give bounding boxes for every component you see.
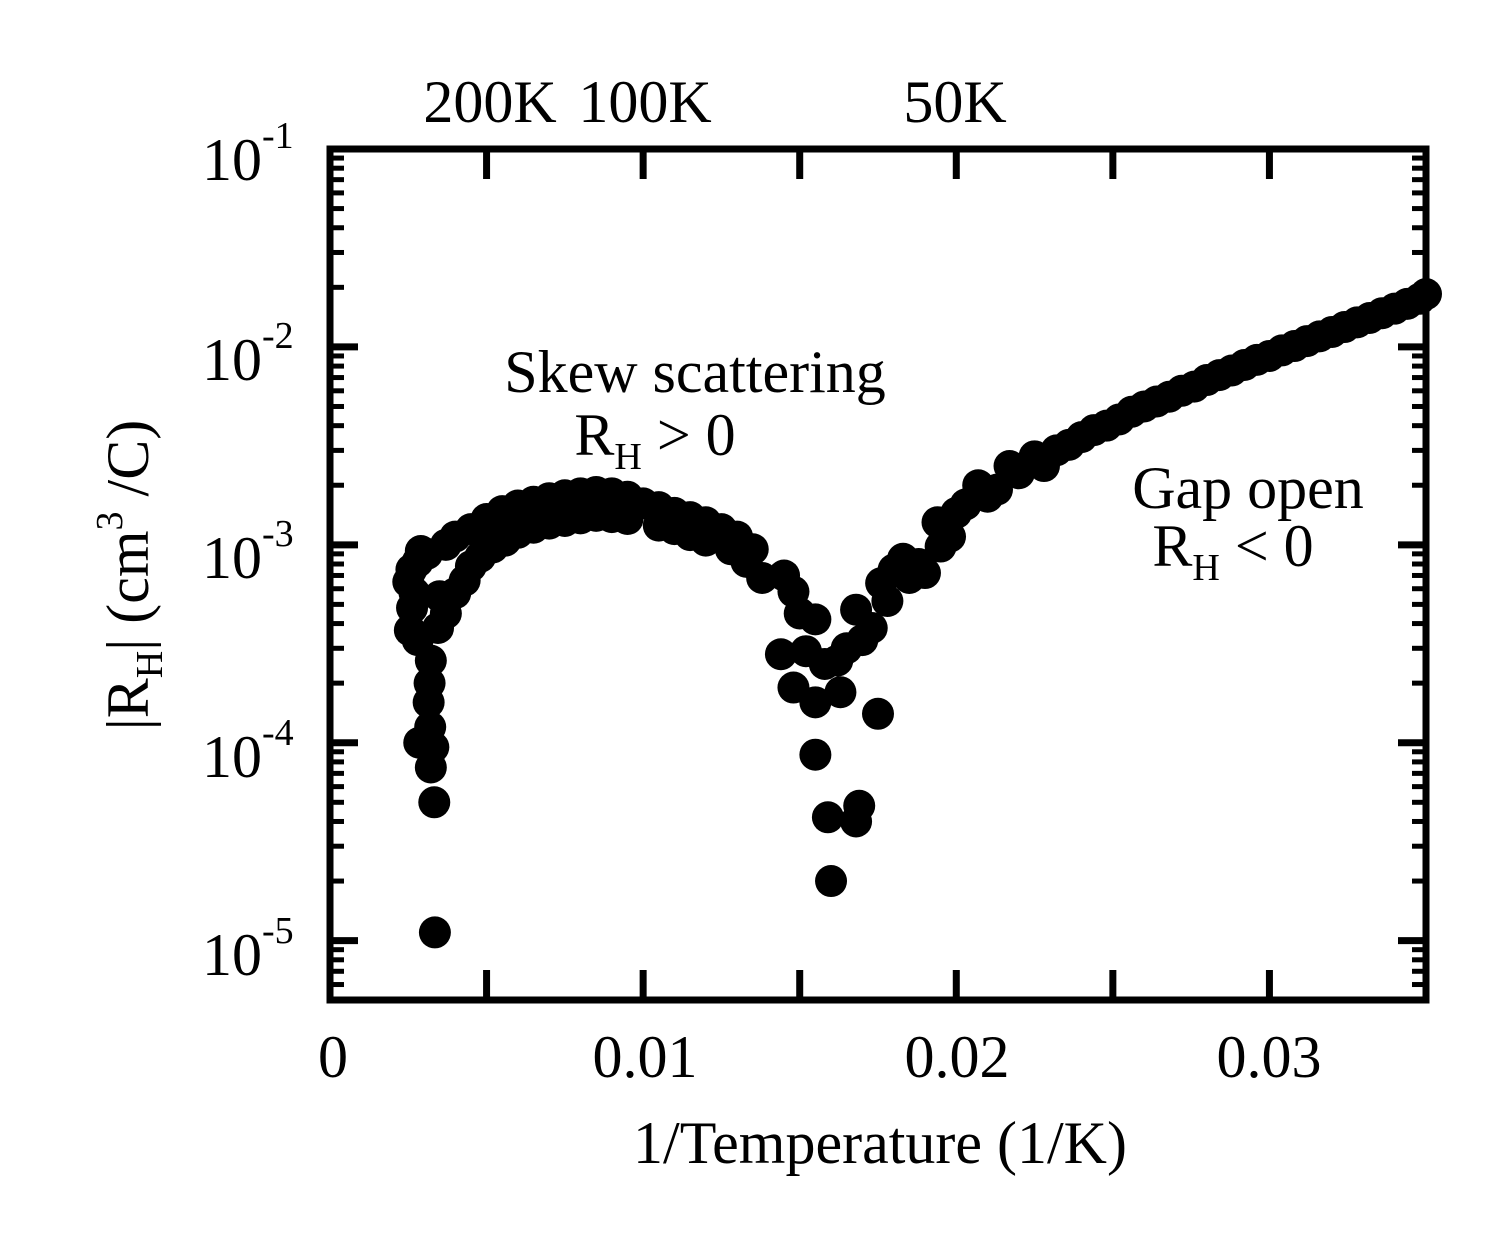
data-point	[843, 789, 876, 822]
annotation-skew-sign: RH > 0	[574, 402, 735, 478]
svg-text:10: 10	[202, 525, 262, 591]
x-tick-label-0: 0	[318, 1024, 348, 1090]
svg-text:-5: -5	[262, 910, 294, 952]
data-point	[811, 801, 844, 834]
svg-text:-1: -1	[262, 115, 294, 157]
annotation-gap-title: Gap open	[1132, 455, 1364, 521]
data-point	[414, 711, 447, 744]
x-tick-label-0.01: 0.01	[593, 1024, 698, 1090]
y-tick-label-1e-4: 10 -4	[202, 712, 294, 790]
data-point	[418, 916, 451, 949]
data-point	[395, 553, 428, 586]
data-point	[799, 686, 832, 719]
svg-text:-4: -4	[262, 712, 294, 754]
y-tick-label-1e-1: 10 -1	[202, 115, 294, 193]
annotation-gap-sign: RH < 0	[1152, 513, 1313, 589]
data-point	[413, 667, 446, 700]
data-point	[815, 865, 848, 898]
data-point	[689, 524, 722, 557]
annotation-skew-title: Skew scattering	[504, 339, 886, 405]
svg-text:10: 10	[202, 127, 262, 193]
data-point	[855, 611, 888, 644]
y-tick-label-1e-2: 10 -2	[202, 315, 294, 393]
svg-text:-2: -2	[262, 315, 294, 357]
data-point	[862, 697, 894, 730]
y-tick-label-1e-3: 10 -3	[202, 513, 294, 591]
x-axis-title: 1/Temperature (1/K)	[633, 1110, 1127, 1176]
svg-text:-3: -3	[262, 513, 294, 555]
data-points	[392, 278, 1442, 949]
y-axis-title: |RH| (cm3 /C)	[89, 420, 171, 730]
top-tick-label-100k: 100K	[578, 69, 711, 135]
top-tick-label-200k: 200K	[423, 69, 556, 135]
data-point	[799, 603, 832, 636]
x-tick-label-0.03: 0.03	[1217, 1024, 1322, 1090]
data-point	[824, 676, 857, 709]
svg-text:10: 10	[202, 327, 262, 393]
data-point	[764, 638, 797, 671]
data-point	[980, 473, 1013, 506]
data-point	[418, 786, 451, 819]
y-tick-label-1e-5: 10 -5	[202, 910, 294, 988]
svg-text:10: 10	[202, 724, 262, 790]
data-point	[908, 557, 941, 590]
top-tick-label-50k: 50K	[903, 69, 1006, 135]
plot-frame	[326, 145, 1430, 1004]
data-point	[799, 738, 832, 771]
x-tick-label-0.02: 0.02	[905, 1024, 1010, 1090]
svg-text:10: 10	[202, 922, 262, 988]
